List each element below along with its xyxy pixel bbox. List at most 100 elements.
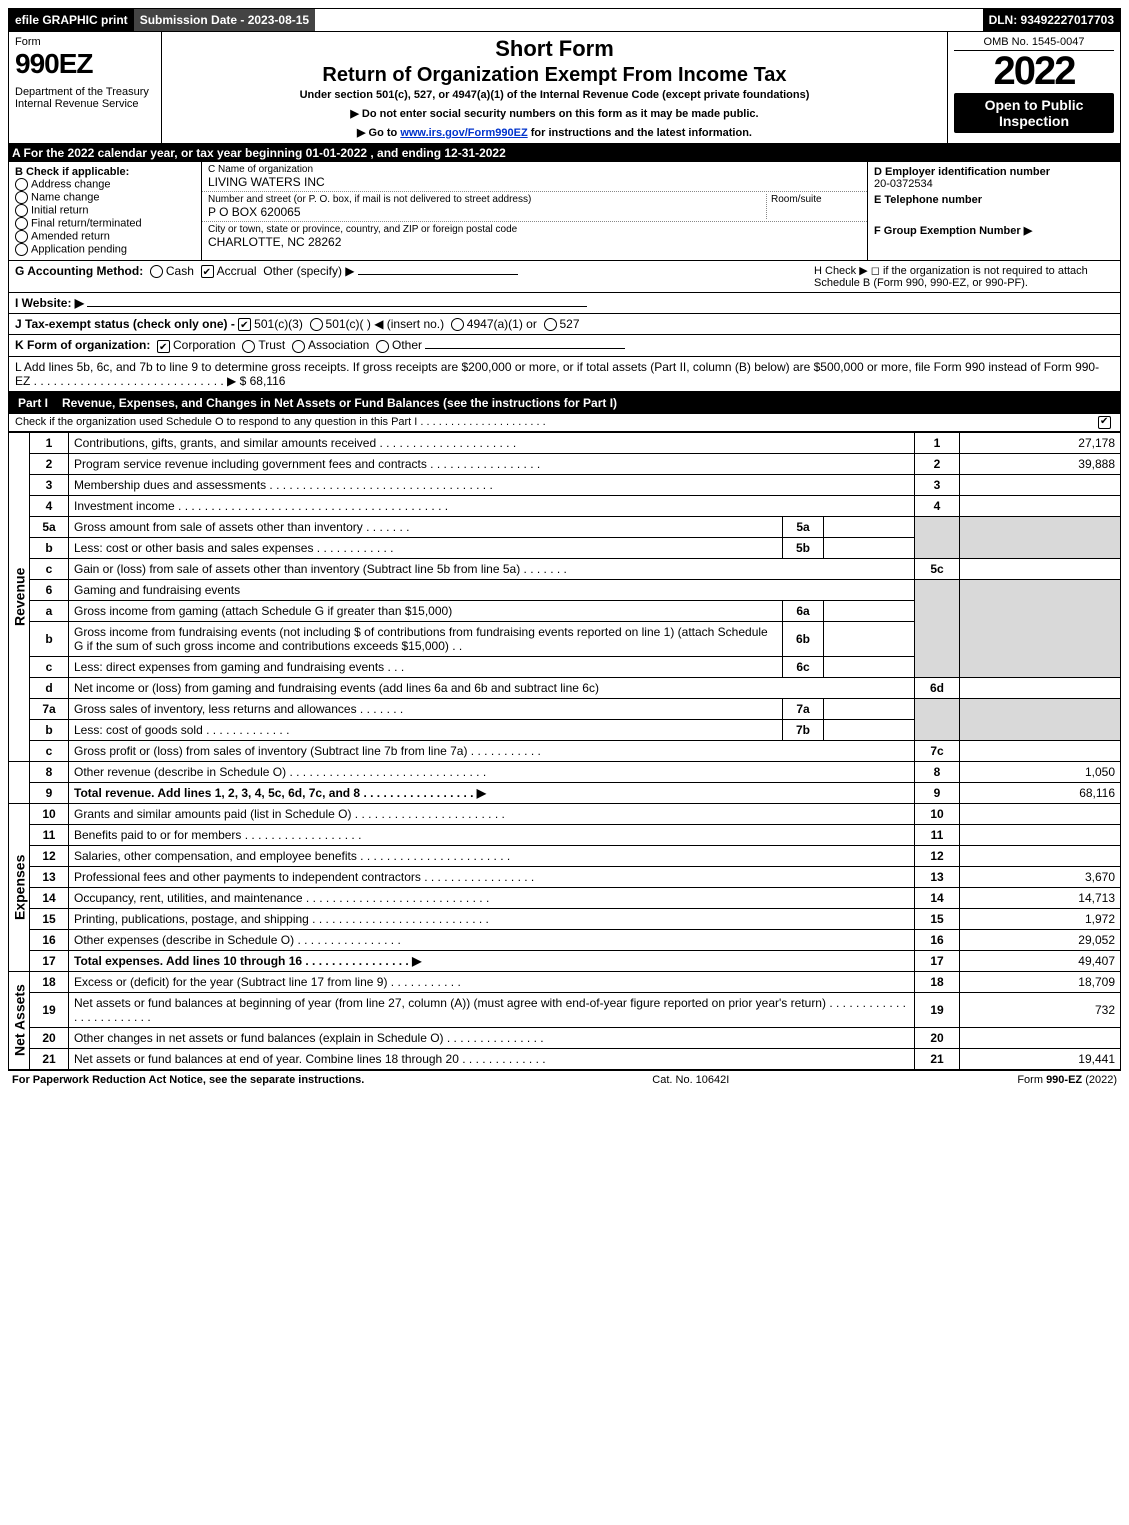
chk-trust[interactable] bbox=[242, 340, 255, 353]
ln-21: 21 bbox=[30, 1048, 69, 1069]
desc-16: Other expenses (describe in Schedule O) … bbox=[69, 929, 915, 950]
desc-14: Occupancy, rent, utilities, and maintena… bbox=[69, 887, 915, 908]
part-i-check-row: Check if the organization used Schedule … bbox=[8, 414, 1121, 432]
info-block: B Check if applicable: Address change Na… bbox=[8, 162, 1121, 261]
rv-21: 19,441 bbox=[960, 1048, 1121, 1069]
g-label: G Accounting Method: bbox=[15, 264, 143, 278]
chk-501c[interactable] bbox=[310, 318, 323, 331]
g-other: Other (specify) ▶ bbox=[263, 264, 354, 278]
rn-18: 18 bbox=[915, 971, 960, 992]
desc-7b: Less: cost of goods sold . . . . . . . .… bbox=[69, 719, 783, 740]
rn-12: 12 bbox=[915, 845, 960, 866]
slnv-6b bbox=[824, 621, 915, 656]
page-footer: For Paperwork Reduction Act Notice, see … bbox=[8, 1070, 1121, 1089]
chk-amended-return[interactable]: Amended return bbox=[15, 230, 195, 243]
footer-left: For Paperwork Reduction Act Notice, see … bbox=[12, 1074, 364, 1086]
rv-14: 14,713 bbox=[960, 887, 1121, 908]
rv-5c bbox=[960, 558, 1121, 579]
chk-schedule-o[interactable] bbox=[1098, 416, 1111, 429]
chk-4947[interactable] bbox=[451, 318, 464, 331]
rn-20: 20 bbox=[915, 1027, 960, 1048]
chk-527[interactable] bbox=[544, 318, 557, 331]
line-k: K Form of organization: Corporation Trus… bbox=[9, 335, 1120, 356]
sln-6c: 6c bbox=[783, 656, 824, 677]
chk-cash[interactable] bbox=[150, 265, 163, 278]
desc-20: Other changes in net assets or fund bala… bbox=[69, 1027, 915, 1048]
desc-6d: Net income or (loss) from gaming and fun… bbox=[69, 677, 915, 698]
revenue-tail bbox=[9, 761, 30, 803]
chk-name-change[interactable]: Name change bbox=[15, 191, 195, 204]
ln-5a: 5a bbox=[30, 516, 69, 537]
line-g: G Accounting Method: Cash Accrual Other … bbox=[15, 264, 814, 289]
subtitle-section: Under section 501(c), 527, or 4947(a)(1)… bbox=[168, 89, 941, 101]
desc-18: Excess or (deficit) for the year (Subtra… bbox=[69, 971, 915, 992]
ln-14: 14 bbox=[30, 887, 69, 908]
desc-9: Total revenue. Add lines 1, 2, 3, 4, 5c,… bbox=[69, 782, 915, 803]
ln-5c: c bbox=[30, 558, 69, 579]
city-label: City or town, state or province, country… bbox=[208, 224, 861, 235]
rv-11 bbox=[960, 824, 1121, 845]
k-label: K Form of organization: bbox=[15, 338, 150, 352]
chk-other-org[interactable] bbox=[376, 340, 389, 353]
line-a-period: A For the 2022 calendar year, or tax yea… bbox=[8, 144, 1121, 162]
sln-7a: 7a bbox=[783, 698, 824, 719]
netassets-section-label: Net Assets bbox=[9, 971, 30, 1069]
desc-12: Salaries, other compensation, and employ… bbox=[69, 845, 915, 866]
rv-6d bbox=[960, 677, 1121, 698]
line-h: H Check ▶ ◻ if the organization is not r… bbox=[814, 264, 1114, 289]
rv-20 bbox=[960, 1027, 1121, 1048]
public-inspection-badge: Open to Public Inspection bbox=[954, 93, 1114, 133]
tax-year: 2022 bbox=[954, 51, 1114, 91]
chk-final-return[interactable]: Final return/terminated bbox=[15, 217, 195, 230]
chk-association[interactable] bbox=[292, 340, 305, 353]
desc-1: Contributions, gifts, grants, and simila… bbox=[69, 432, 915, 453]
ln-1: 1 bbox=[30, 432, 69, 453]
chk-initial-return[interactable]: Initial return bbox=[15, 204, 195, 217]
ssn-warning: ▶ Do not enter social security numbers o… bbox=[168, 107, 941, 120]
part-i-label: Part I bbox=[14, 395, 56, 411]
sln-6a: 6a bbox=[783, 600, 824, 621]
efile-label[interactable]: efile GRAPHIC print bbox=[9, 9, 134, 31]
ln-20: 20 bbox=[30, 1027, 69, 1048]
part-i-table: Revenue 1 Contributions, gifts, grants, … bbox=[8, 432, 1121, 1070]
ln-15: 15 bbox=[30, 908, 69, 929]
rv-15: 1,972 bbox=[960, 908, 1121, 929]
chk-501c3[interactable] bbox=[238, 318, 251, 331]
desc-11: Benefits paid to or for members . . . . … bbox=[69, 824, 915, 845]
chk-accrual[interactable] bbox=[201, 265, 214, 278]
chk-address-change[interactable]: Address change bbox=[15, 178, 195, 191]
rn-8: 8 bbox=[915, 761, 960, 782]
irs-link[interactable]: www.irs.gov/Form990EZ bbox=[400, 127, 527, 139]
chk-corporation[interactable] bbox=[157, 340, 170, 353]
goto-post: for instructions and the latest informat… bbox=[531, 127, 752, 139]
expenses-section-label: Expenses bbox=[9, 803, 30, 971]
ln-7c: c bbox=[30, 740, 69, 761]
shade-6v bbox=[960, 579, 1121, 677]
desc-5a: Gross amount from sale of assets other t… bbox=[69, 516, 783, 537]
tel-label: E Telephone number bbox=[874, 194, 1114, 206]
desc-15: Printing, publications, postage, and shi… bbox=[69, 908, 915, 929]
topbar-spacer bbox=[315, 9, 982, 31]
shade-7v bbox=[960, 698, 1121, 740]
top-bar: efile GRAPHIC print Submission Date - 20… bbox=[8, 8, 1121, 32]
rv-12 bbox=[960, 845, 1121, 866]
rn-2: 2 bbox=[915, 453, 960, 474]
part-i-check-text: Check if the organization used Schedule … bbox=[15, 416, 1098, 428]
rn-9: 9 bbox=[915, 782, 960, 803]
footer-right: Form 990-EZ (2022) bbox=[1017, 1074, 1117, 1086]
rv-13: 3,670 bbox=[960, 866, 1121, 887]
ln-6: 6 bbox=[30, 579, 69, 600]
short-form-title: Short Form bbox=[168, 36, 941, 62]
rv-17: 49,407 bbox=[960, 950, 1121, 971]
desc-21: Net assets or fund balances at end of ye… bbox=[69, 1048, 915, 1069]
ln-5b: b bbox=[30, 537, 69, 558]
chk-application-pending[interactable]: Application pending bbox=[15, 243, 195, 256]
ln-17: 17 bbox=[30, 950, 69, 971]
ln-7a: 7a bbox=[30, 698, 69, 719]
footer-mid: Cat. No. 10642I bbox=[652, 1074, 729, 1086]
form-header: Form 990EZ Department of the Treasury In… bbox=[8, 32, 1121, 144]
ln-2: 2 bbox=[30, 453, 69, 474]
rn-1: 1 bbox=[915, 432, 960, 453]
group-exemption-label: F Group Exemption Number ▶ bbox=[874, 224, 1114, 237]
col-b-head: B Check if applicable: bbox=[15, 166, 195, 178]
